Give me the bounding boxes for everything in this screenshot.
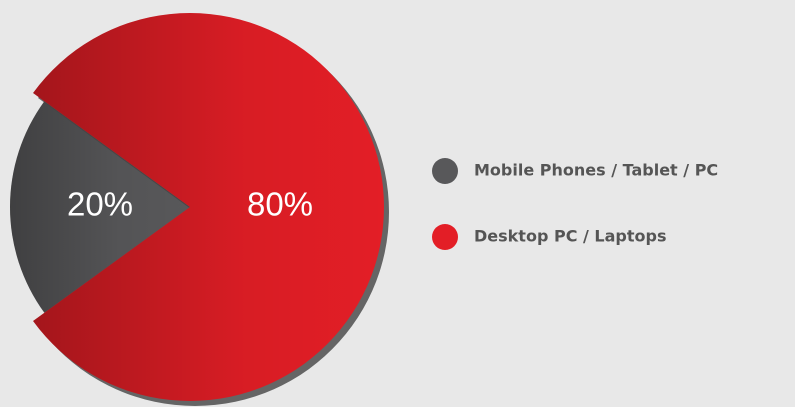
value-label: 80% [247,186,313,223]
legend-label: Mobile Phones / Tablet / PC [474,161,718,180]
legend-swatch [432,224,458,250]
value-label: 20% [67,186,133,223]
slice-shading [33,13,385,402]
slice-shading [9,101,190,313]
legend-swatch [432,158,458,184]
legend-label: Desktop PC / Laptops [474,227,666,246]
